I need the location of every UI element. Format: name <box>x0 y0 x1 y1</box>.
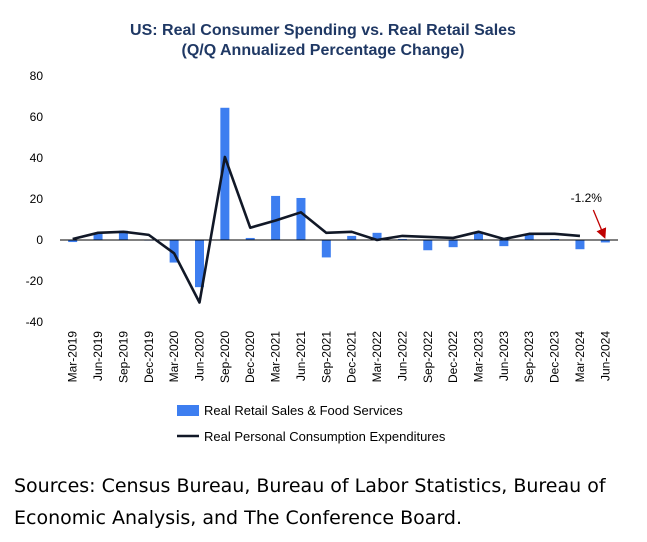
legend-line-label: Real Personal Consumption Expenditures <box>204 429 446 444</box>
retail-sales-bar <box>245 237 255 240</box>
consumption-line <box>72 155 581 304</box>
y-tick-label: 0 <box>36 233 43 247</box>
annotation-arrow <box>592 209 607 239</box>
y-tick-label: 40 <box>30 151 44 165</box>
y-axis: 80 60 40 20 0 -20 -40 <box>26 69 44 329</box>
retail-sales-bar <box>195 240 204 288</box>
retail-sales-bar <box>68 240 78 243</box>
x-tick-label: Sep-2020 <box>218 331 232 383</box>
x-tick-label: Mar-2023 <box>472 331 486 383</box>
y-tick-label: -40 <box>26 315 44 329</box>
y-tick-label: 80 <box>30 69 44 83</box>
retail-sales-bar <box>347 235 357 240</box>
x-tick-label: Mar-2021 <box>269 331 283 383</box>
y-tick-label: 20 <box>30 192 44 206</box>
bar-series <box>68 107 610 288</box>
retail-sales-bar <box>296 197 306 240</box>
retail-sales-bar <box>271 195 281 240</box>
x-tick-label: Jun-2019 <box>91 331 105 381</box>
x-tick-label: Mar-2019 <box>66 331 80 383</box>
chart-subtitle: (Q/Q Annualized Percentage Change) <box>181 42 464 59</box>
retail-sales-bar <box>321 240 331 258</box>
legend-bar-label: Real Retail Sales & Food Services <box>204 403 403 418</box>
retail-sales-bar <box>448 240 458 248</box>
retail-sales-bar <box>372 232 382 240</box>
x-tick-label: Sep-2019 <box>116 331 130 383</box>
x-tick-label: Jun-2023 <box>497 331 511 381</box>
retail-sales-bar <box>169 240 179 263</box>
retail-sales-bar <box>423 240 433 251</box>
sources-note: Sources: Census Bureau, Bureau of Labor … <box>14 475 606 529</box>
x-axis: Mar-2019 Jun-2019 Sep-2019 Dec-2019 Mar-2020… <box>66 331 613 383</box>
annotation-label: -1.2% <box>571 191 603 205</box>
retail-sales-bar <box>575 240 585 250</box>
chart: US: Real Consumer Spending vs. Real Reta… <box>26 22 618 444</box>
x-tick-label: Mar-2024 <box>573 331 587 383</box>
x-tick-label: Sep-2021 <box>319 331 333 383</box>
x-tick-label: Jun-2020 <box>193 331 207 381</box>
retail-sales-bar <box>93 232 103 240</box>
retail-sales-bar <box>220 107 230 241</box>
x-tick-label: Dec-2022 <box>446 331 460 383</box>
x-tick-label: Dec-2020 <box>243 331 257 383</box>
legend-bar-swatch <box>177 405 199 416</box>
x-tick-label: Mar-2022 <box>370 331 384 383</box>
legend: Real Retail Sales & Food Services Real Pe… <box>177 403 446 444</box>
retail-sales-bar <box>524 234 534 240</box>
x-tick-label: Mar-2020 <box>167 331 181 383</box>
retail-sales-bar <box>550 238 560 240</box>
annotation: -1.2% <box>571 191 607 239</box>
x-tick-label: Dec-2019 <box>142 331 156 383</box>
retail-sales-bar <box>499 240 509 247</box>
x-tick-label: Jun-2024 <box>598 331 612 381</box>
x-tick-label: Sep-2022 <box>421 331 435 383</box>
x-tick-label: Sep-2023 <box>522 331 536 383</box>
x-tick-label: Jun-2022 <box>395 331 409 381</box>
x-tick-label: Jun-2021 <box>294 331 308 381</box>
y-tick-label: -20 <box>26 274 44 288</box>
chart-title: US: Real Consumer Spending vs. Real Reta… <box>130 22 516 39</box>
line-series <box>72 155 581 304</box>
retail-sales-bar <box>118 230 128 240</box>
y-tick-label: 60 <box>30 110 44 124</box>
retail-sales-bar <box>474 232 483 240</box>
retail-sales-bar <box>397 238 407 240</box>
x-tick-label: Dec-2023 <box>548 331 562 383</box>
retail-sales-bar <box>600 240 610 243</box>
x-tick-label: Dec-2021 <box>345 331 359 383</box>
